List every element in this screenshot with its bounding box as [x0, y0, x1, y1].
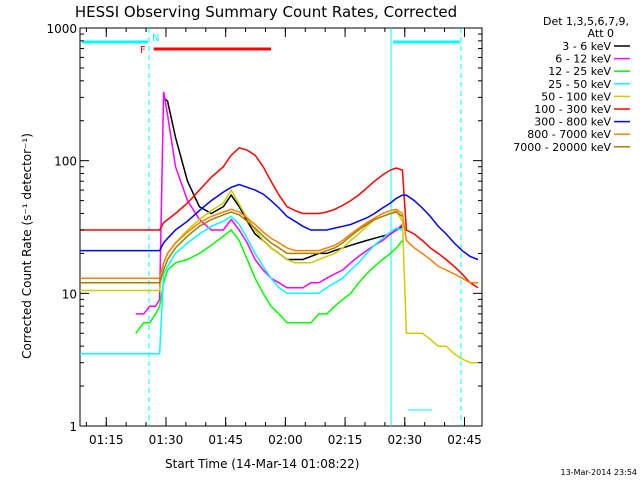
- legend-label: 12 - 25 keV: [548, 65, 611, 78]
- y-axis-label: Corrected Count Rate (s⁻¹ detector⁻¹): [20, 133, 34, 359]
- y-tick-label: 1: [69, 420, 77, 434]
- flare-flag-label: F: [140, 45, 146, 56]
- legend-label: 25 - 50 keV: [548, 78, 611, 91]
- y-tick-label: 10: [62, 287, 77, 301]
- x-tick-label: 02:45: [447, 433, 482, 447]
- x-axis-label: Start Time (14-Mar-14 01:08:22): [165, 457, 359, 471]
- legend-label: 6 - 12 keV: [555, 53, 611, 66]
- y-axis: 1 10 100 1000: [46, 22, 482, 434]
- timestamp: 13-Mar-2014 23:54: [561, 468, 638, 477]
- legend-label: 50 - 100 keV: [541, 90, 611, 103]
- series-lines: [80, 91, 479, 364]
- legend-label: 7000 - 20000 keV: [513, 141, 611, 154]
- x-tick-label: 02:15: [328, 433, 363, 447]
- x-tick-label: 02:00: [268, 433, 303, 447]
- legend-label: 100 - 300 keV: [534, 103, 611, 116]
- series-line-1: [135, 91, 403, 315]
- x-tick-label: 01:30: [149, 433, 184, 447]
- annotations: F N: [82, 28, 462, 426]
- chart-title: HESSI Observing Summary Count Rates, Cor…: [75, 3, 457, 21]
- series-line-8: [80, 211, 403, 284]
- legend-label: 800 - 7000 keV: [527, 128, 611, 141]
- x-axis: 01:15 01:30 01:45 02:00 02:15 02:30 02:45: [85, 28, 482, 447]
- y-tick-label: 1000: [46, 22, 77, 36]
- legend-label: 300 - 800 keV: [534, 116, 611, 129]
- series-line-7: [80, 208, 478, 284]
- series-line-5: [80, 146, 479, 289]
- plot-frame: [79, 27, 483, 427]
- x-tick-label: 01:15: [89, 433, 124, 447]
- legend-header-detectors: Det 1,3,5,6,7,9,: [543, 15, 629, 28]
- series-line-3: [80, 215, 403, 355]
- x-tick-label: 01:45: [208, 433, 243, 447]
- legend-header-attenuator: Att 0: [588, 27, 614, 40]
- plot-area: [79, 27, 483, 427]
- series-line-4: [80, 188, 478, 364]
- legend-label: 3 - 6 keV: [562, 40, 611, 53]
- y-tick-label: 100: [54, 155, 77, 169]
- x-tick-label: 02:30: [387, 433, 422, 447]
- series-line-0: [163, 96, 403, 261]
- night-flag-label: N: [152, 33, 159, 44]
- series-line-2: [135, 228, 403, 334]
- series-line-6: [80, 183, 479, 261]
